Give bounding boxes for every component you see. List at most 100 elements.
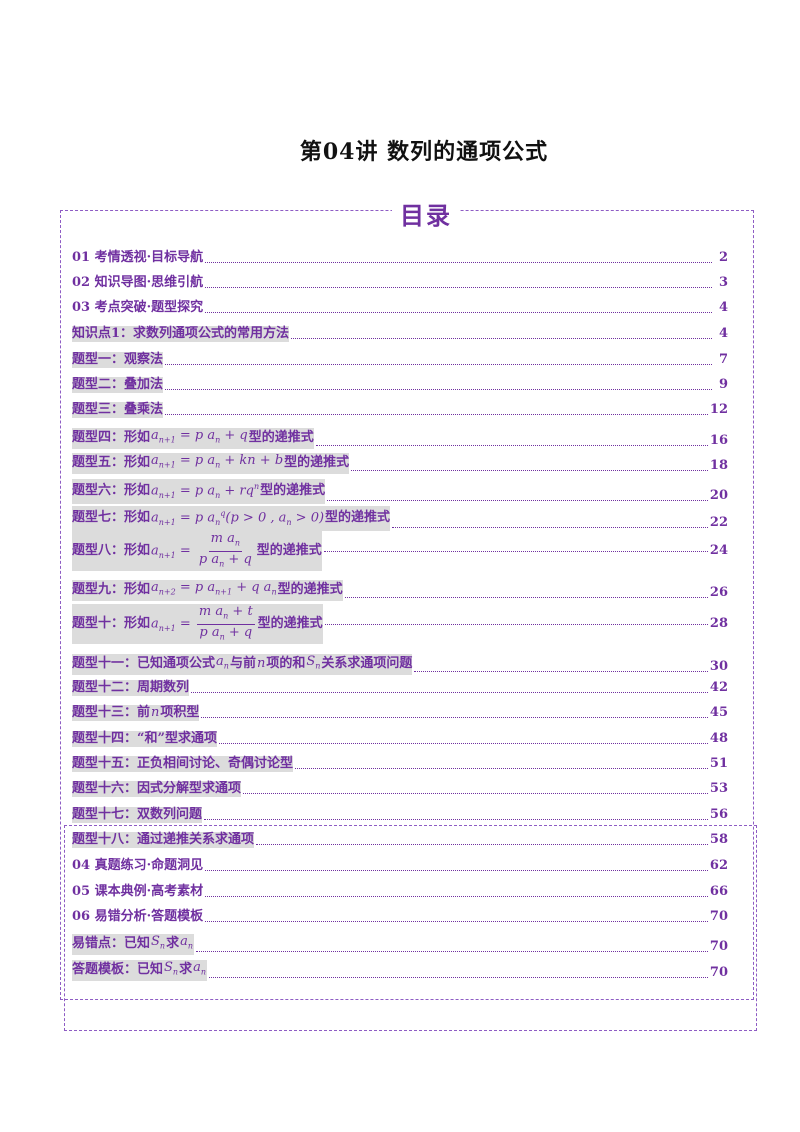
recurrence-formula: an+1 = p an + kn + b bbox=[151, 453, 284, 470]
toc-page-number: 18 bbox=[709, 457, 728, 473]
sum-symbol: Sn bbox=[151, 934, 166, 951]
dot-leader bbox=[205, 920, 708, 922]
dot-leader bbox=[344, 596, 708, 598]
toc-entry[interactable]: 题型十六：因式分解型求通项 53 bbox=[72, 781, 728, 797]
label-middle: 求 bbox=[166, 936, 180, 952]
index-symbol: n bbox=[151, 705, 160, 720]
toc-entry-label: 04 真题练习·命题洞见 bbox=[72, 858, 204, 873]
toc-page-number: 70 bbox=[709, 964, 728, 980]
dot-leader bbox=[165, 363, 712, 365]
toc-entry[interactable]: 题型十一：已知通项公式 an 与前 n 项的和 Sn 关系求通项问题 30 bbox=[72, 654, 728, 675]
recurrence-formula: an+1 = m an p an + q bbox=[151, 530, 252, 569]
recurrence-formula: an+1 = p anq(p > 0 , an > 0) bbox=[151, 509, 325, 527]
toc-page-number: 24 bbox=[709, 543, 728, 558]
toc-entry-label: 题型四：形如 an+1 = p an + q 型的递推式 bbox=[72, 428, 314, 449]
toc-entry-label: 答题模板：已知 Sn 求 an bbox=[72, 960, 208, 981]
toc-entry-label: 题型一：观察法 bbox=[72, 352, 164, 368]
label-suffix: 型的递推式 bbox=[248, 430, 314, 446]
toc-entry-label: 题型九：形如 an+2 = p an+1 + q an 型的递推式 bbox=[72, 580, 343, 601]
toc-entry[interactable]: 01 考情透视·目标导航 2 bbox=[72, 250, 728, 266]
toc-entry[interactable]: 06 易错分析·答题模板 70 bbox=[72, 909, 728, 925]
label-suffix: 型的递推式 bbox=[256, 543, 322, 558]
toc-page-number: 70 bbox=[709, 938, 728, 954]
toc-entry-label: 题型三：叠乘法 bbox=[72, 402, 164, 418]
toc-entry-label: 02 知识导图·思维引航 bbox=[72, 275, 204, 290]
toc-entry[interactable]: 易错点：已知 Sn 求 an 70 bbox=[72, 934, 728, 955]
toc-entry[interactable]: 题型十三：前 n 项积型 45 bbox=[72, 705, 728, 721]
sum-symbol: Sn bbox=[164, 960, 179, 977]
toc-entry[interactable]: 02 知识导图·思维引航 3 bbox=[72, 275, 728, 291]
label-prefix: 易错点：已知 bbox=[72, 936, 151, 952]
toc-entry[interactable]: 题型四：形如 an+1 = p an + q 型的递推式 16 bbox=[72, 428, 728, 449]
dot-leader bbox=[324, 623, 708, 625]
toc-page-number: 28 bbox=[709, 616, 728, 631]
label-prefix: 题型六：形如 bbox=[72, 483, 151, 499]
dot-leader bbox=[218, 742, 708, 744]
toc-entry[interactable]: 题型七：形如 an+1 = p anq(p > 0 , an > 0) 型的递推… bbox=[72, 506, 728, 531]
toc-entry[interactable]: 03 考点突破·题型探究 4 bbox=[72, 300, 728, 316]
toc-entry[interactable]: 题型十七：双数列问题 56 bbox=[72, 807, 728, 823]
toc-entry-label: 知识点1：求数列通项公式的常用方法 bbox=[72, 326, 290, 342]
dot-leader bbox=[205, 261, 712, 263]
dot-leader bbox=[165, 388, 712, 390]
toc-entry[interactable]: 04 真题练习·命题洞见 62 bbox=[72, 858, 728, 874]
toc-entry[interactable]: 题型二：叠加法 9 bbox=[72, 377, 728, 393]
toc-entry-label: 题型十四：“和”型求通项 bbox=[72, 731, 217, 747]
toc-page-number: 58 bbox=[709, 832, 728, 847]
label-prefix: 题型十三：前 bbox=[72, 705, 151, 720]
label-suffix: 型的递推式 bbox=[260, 483, 326, 499]
toc-entry[interactable]: 题型三：叠乘法 12 bbox=[72, 402, 728, 418]
label-suffix: 型的递推式 bbox=[257, 616, 323, 631]
toc-entry-label: 题型二：叠加法 bbox=[72, 377, 164, 393]
toc-entry-label: 题型十六：因式分解型求通项 bbox=[72, 781, 242, 797]
toc-entry[interactable]: 答题模板：已知 Sn 求 an 70 bbox=[72, 960, 728, 981]
toc-entry[interactable]: 题型八：形如 an+1 = m an p an + q 型的递推式 24 bbox=[72, 530, 728, 572]
toc-entry-label: 题型八：形如 an+1 = m an p an + q 型的递推式 bbox=[72, 530, 322, 572]
dot-leader bbox=[392, 526, 708, 528]
dot-leader bbox=[165, 413, 708, 415]
sum-symbol: Sn bbox=[306, 654, 321, 671]
toc-entry[interactable]: 题型十四：“和”型求通项 48 bbox=[72, 731, 728, 747]
toc-entry[interactable]: 题型十八：通过递推关系求通项 58 bbox=[72, 832, 728, 848]
toc-page-number: 3 bbox=[718, 275, 728, 290]
toc-page-number: 12 bbox=[709, 402, 728, 417]
recurrence-formula: an+2 = p an+1 + q an bbox=[151, 580, 277, 597]
toc-page-number: 66 bbox=[709, 884, 728, 899]
dot-leader bbox=[351, 469, 708, 471]
toc-page-number: 9 bbox=[718, 377, 728, 392]
toc-entry[interactable]: 题型五：形如 an+1 = p an + kn + b 型的递推式 18 bbox=[72, 453, 728, 474]
label-middle: 求 bbox=[179, 962, 193, 978]
toc-entry[interactable]: 题型十二：周期数列 42 bbox=[72, 680, 728, 696]
toc-entry[interactable]: 05 课本典例·高考素材 66 bbox=[72, 884, 728, 900]
toc-entry-label: 题型十一：已知通项公式 an 与前 n 项的和 Sn 关系求通项问题 bbox=[72, 654, 413, 675]
dot-leader bbox=[209, 976, 708, 978]
dot-leader bbox=[315, 444, 708, 446]
toc-entry[interactable]: 知识点1：求数列通项公式的常用方法 4 bbox=[72, 326, 728, 342]
dot-leader bbox=[256, 843, 708, 845]
label-prefix: 题型四：形如 bbox=[72, 430, 151, 446]
toc-entry-label: 题型六：形如 an+1 = p an + rqn 型的递推式 bbox=[72, 479, 326, 504]
dot-leader bbox=[327, 499, 708, 501]
toc-entry-label: 题型十五：正负相间讨论、奇偶讨论型 bbox=[72, 756, 294, 772]
toc-entry[interactable]: 题型十五：正负相间讨论、奇偶讨论型 51 bbox=[72, 756, 728, 772]
toc-entry-label: 题型十七：双数列问题 bbox=[72, 807, 203, 823]
label-prefix: 题型五：形如 bbox=[72, 455, 151, 471]
dot-leader bbox=[205, 286, 712, 288]
toc-entry[interactable]: 题型六：形如 an+1 = p an + rqn 型的递推式 20 bbox=[72, 479, 728, 504]
dot-leader bbox=[191, 691, 708, 693]
toc-heading: 目录 bbox=[392, 196, 460, 231]
toc-page-number: 53 bbox=[709, 781, 728, 796]
toc-entry-label: 题型十二：周期数列 bbox=[72, 680, 190, 696]
toc-entry[interactable]: 题型九：形如 an+2 = p an+1 + q an 型的递推式 26 bbox=[72, 580, 728, 601]
label-prefix: 题型九：形如 bbox=[72, 582, 151, 598]
label-suffix: 关系求通项问题 bbox=[321, 656, 413, 672]
label-prefix: 答题模板：已知 bbox=[72, 962, 164, 978]
label-suffix: 项积型 bbox=[160, 705, 200, 720]
toc-entry[interactable]: 题型一：观察法 7 bbox=[72, 352, 728, 368]
label-prefix: 题型十：形如 bbox=[72, 616, 151, 631]
toc-page-number: 45 bbox=[709, 705, 728, 720]
toc-entry-label: 题型五：形如 an+1 = p an + kn + b 型的递推式 bbox=[72, 453, 350, 474]
